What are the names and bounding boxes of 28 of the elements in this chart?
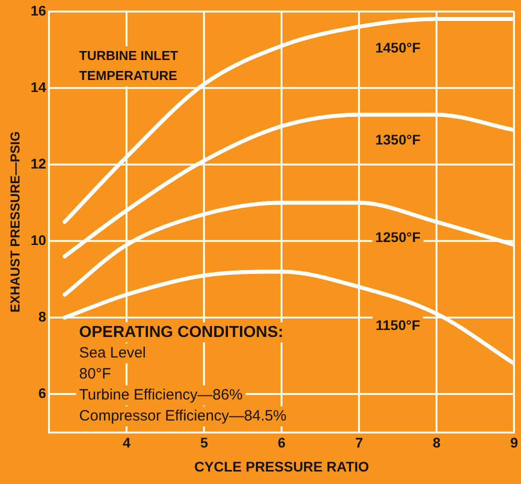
y-tick-label: 6 [38,384,46,401]
line-series [62,112,514,258]
x-tick-label: 9 [510,434,518,451]
x-tick-label: 7 [355,434,364,451]
x-axis-title: CYCLE PRESSURE RATIO [194,458,370,474]
y-tick-label: 14 [30,78,46,95]
series-label: 1150°F [376,317,421,334]
annotation: Compressor Efficiency—84.5% [79,408,286,425]
line-series [62,270,514,366]
x-tick-label: 4 [122,434,131,451]
series-label: 1250°F [375,229,421,246]
line-series [62,17,514,224]
annotation: OPERATING CONDITIONS: [79,324,284,341]
y-tick-label: 12 [30,155,46,172]
x-tick-label: 8 [432,434,441,451]
annotation: Sea Level [79,344,146,362]
series-label: 1450°F [375,40,421,56]
line-series [62,200,514,297]
x-tick-label: 6 [278,434,286,451]
legend-title: TURBINE INLET TEMPERATURE [79,48,178,83]
y-tick-label: 8 [38,308,46,324]
annotation: 80°F [79,366,112,383]
y-axis-title: EXHAUST PRESSURE—PSIG [7,131,22,313]
x-tick-label: 5 [200,434,208,451]
y-tick-label: 16 [30,2,46,18]
y-tick-label: 10 [30,232,46,248]
annotation: Turbine Efficiency—86% [79,386,243,404]
series-label: 1350°F [375,132,421,148]
